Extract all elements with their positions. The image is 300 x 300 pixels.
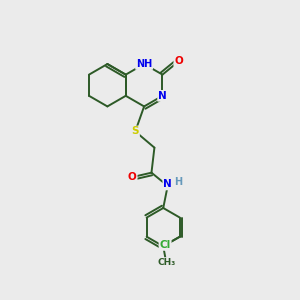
Text: O: O [128, 172, 137, 182]
Text: CH₃: CH₃ [157, 258, 175, 267]
Text: O: O [174, 56, 183, 66]
Text: N: N [158, 91, 167, 101]
Text: Cl: Cl [160, 240, 171, 250]
Text: NH: NH [136, 59, 152, 69]
Text: H: H [174, 177, 182, 188]
Text: N: N [163, 179, 172, 189]
Text: S: S [131, 126, 139, 136]
